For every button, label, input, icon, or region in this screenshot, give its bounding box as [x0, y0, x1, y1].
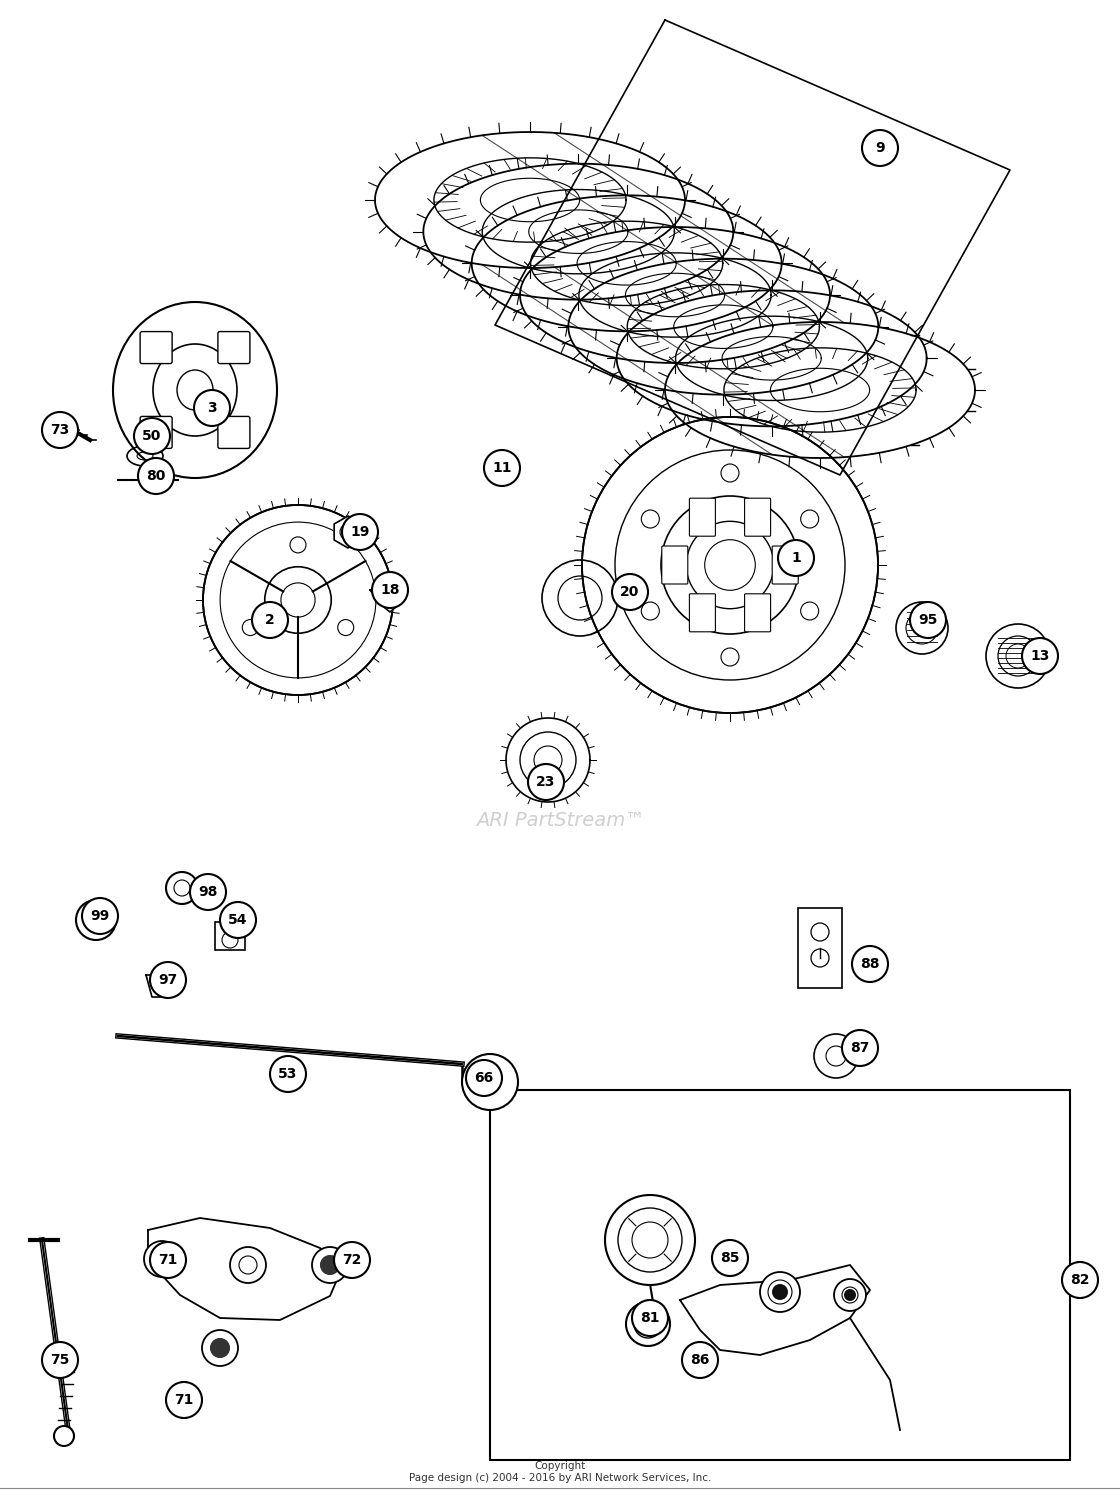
Text: 2: 2 — [265, 613, 274, 627]
Text: 71: 71 — [158, 1254, 178, 1267]
Circle shape — [43, 411, 78, 447]
Circle shape — [270, 1056, 306, 1092]
Circle shape — [626, 1302, 670, 1346]
Circle shape — [190, 874, 226, 910]
Circle shape — [54, 1426, 74, 1447]
Text: 98: 98 — [198, 886, 217, 899]
Bar — [215, 922, 245, 950]
Circle shape — [909, 601, 946, 637]
Circle shape — [144, 1242, 180, 1278]
Circle shape — [230, 1248, 267, 1284]
Text: 82: 82 — [1071, 1273, 1090, 1287]
Circle shape — [1021, 637, 1058, 675]
Circle shape — [1062, 1263, 1098, 1299]
Text: 85: 85 — [720, 1251, 739, 1266]
Polygon shape — [334, 516, 362, 548]
Circle shape — [342, 515, 377, 551]
Circle shape — [605, 1195, 696, 1285]
Circle shape — [484, 450, 520, 486]
Text: 9: 9 — [875, 141, 885, 156]
Circle shape — [834, 1279, 866, 1310]
Circle shape — [712, 1240, 748, 1276]
Polygon shape — [370, 589, 402, 612]
Circle shape — [778, 540, 814, 576]
Polygon shape — [146, 975, 178, 996]
Circle shape — [43, 1342, 78, 1378]
Circle shape — [194, 390, 230, 426]
Text: 1: 1 — [791, 551, 801, 565]
Circle shape — [134, 417, 170, 453]
Text: 99: 99 — [91, 910, 110, 923]
FancyBboxPatch shape — [218, 416, 250, 449]
Circle shape — [862, 130, 898, 166]
Circle shape — [612, 574, 648, 610]
Circle shape — [138, 458, 174, 494]
Text: 23: 23 — [536, 775, 556, 788]
Text: 72: 72 — [343, 1254, 362, 1267]
FancyBboxPatch shape — [140, 416, 172, 449]
FancyBboxPatch shape — [772, 546, 799, 583]
Circle shape — [334, 1242, 370, 1278]
Text: 13: 13 — [1030, 649, 1049, 663]
Circle shape — [150, 1242, 186, 1278]
Polygon shape — [680, 1266, 870, 1355]
Circle shape — [772, 1284, 788, 1300]
Text: 66: 66 — [475, 1071, 494, 1085]
Circle shape — [461, 1055, 517, 1110]
Text: 95: 95 — [918, 613, 937, 627]
Bar — [491, 1091, 1070, 1460]
Circle shape — [166, 1382, 202, 1418]
Circle shape — [760, 1272, 800, 1312]
Circle shape — [220, 902, 256, 938]
Circle shape — [632, 1300, 668, 1336]
Circle shape — [372, 571, 408, 607]
Text: 3: 3 — [207, 401, 217, 414]
Bar — [797, 908, 842, 987]
Text: 54: 54 — [228, 913, 248, 928]
Circle shape — [82, 898, 118, 934]
FancyBboxPatch shape — [745, 498, 771, 536]
Text: 53: 53 — [278, 1067, 298, 1082]
Text: ARI PartStream™: ARI PartStream™ — [476, 811, 644, 829]
Circle shape — [202, 1330, 237, 1366]
Text: 11: 11 — [493, 461, 512, 476]
Circle shape — [842, 1031, 878, 1067]
Text: 87: 87 — [850, 1041, 870, 1055]
Text: 80: 80 — [147, 470, 166, 483]
Text: 50: 50 — [142, 429, 161, 443]
FancyBboxPatch shape — [690, 498, 716, 536]
Polygon shape — [148, 1218, 342, 1319]
Text: 81: 81 — [641, 1310, 660, 1325]
Text: 18: 18 — [381, 583, 400, 597]
Text: 71: 71 — [175, 1393, 194, 1408]
Circle shape — [466, 1061, 502, 1097]
FancyBboxPatch shape — [140, 332, 172, 364]
FancyBboxPatch shape — [218, 332, 250, 364]
Circle shape — [528, 764, 564, 800]
Circle shape — [320, 1255, 340, 1275]
Text: 20: 20 — [620, 585, 640, 598]
Circle shape — [312, 1248, 348, 1284]
Circle shape — [682, 1342, 718, 1378]
Text: 86: 86 — [690, 1352, 710, 1367]
FancyBboxPatch shape — [662, 546, 688, 583]
Circle shape — [252, 601, 288, 637]
Circle shape — [211, 1337, 230, 1358]
Text: 88: 88 — [860, 957, 879, 971]
Text: 19: 19 — [351, 525, 370, 539]
Text: 73: 73 — [50, 423, 69, 437]
Circle shape — [150, 962, 186, 998]
Circle shape — [844, 1290, 856, 1302]
Circle shape — [852, 945, 888, 981]
Text: 97: 97 — [158, 972, 178, 987]
FancyBboxPatch shape — [690, 594, 716, 631]
Text: 75: 75 — [50, 1352, 69, 1367]
FancyBboxPatch shape — [745, 594, 771, 631]
Circle shape — [638, 1313, 659, 1334]
Circle shape — [152, 1249, 172, 1269]
Text: Copyright
Page design (c) 2004 - 2016 by ARI Network Services, Inc.: Copyright Page design (c) 2004 - 2016 by… — [409, 1462, 711, 1483]
